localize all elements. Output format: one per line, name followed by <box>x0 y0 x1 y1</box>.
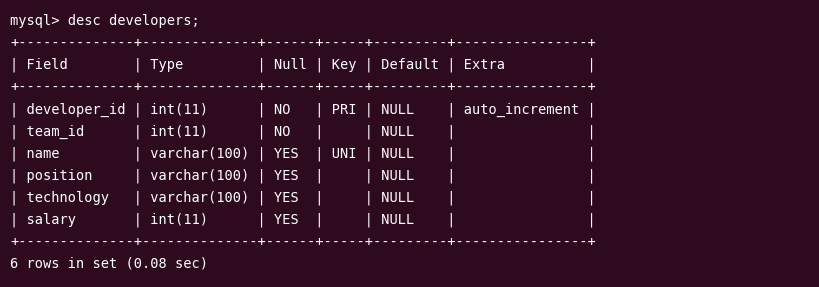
Text: +--------------+--------------+------+-----+---------+----------------+: +--------------+--------------+------+--… <box>10 80 595 94</box>
Text: | developer_id | int(11)      | NO   | PRI | NULL    | auto_increment |: | developer_id | int(11) | NO | PRI | NU… <box>10 102 595 117</box>
Text: mysql> desc developers;: mysql> desc developers; <box>10 14 200 28</box>
Text: 6 rows in set (0.08 sec): 6 rows in set (0.08 sec) <box>10 257 208 271</box>
Text: | name         | varchar(100) | YES  | UNI | NULL    |                |: | name | varchar(100) | YES | UNI | NULL… <box>10 146 595 161</box>
Text: | position     | varchar(100) | YES  |     | NULL    |                |: | position | varchar(100) | YES | | NULL… <box>10 168 595 183</box>
Text: +--------------+--------------+------+-----+---------+----------------+: +--------------+--------------+------+--… <box>10 235 595 249</box>
Text: | technology   | varchar(100) | YES  |     | NULL    |                |: | technology | varchar(100) | YES | | NU… <box>10 191 595 205</box>
Text: +--------------+--------------+------+-----+---------+----------------+: +--------------+--------------+------+--… <box>10 36 595 50</box>
Text: | team_id      | int(11)      | NO   |     | NULL    |                |: | team_id | int(11) | NO | | NULL | | <box>10 124 595 139</box>
Text: | salary       | int(11)      | YES  |     | NULL    |                |: | salary | int(11) | YES | | NULL | | <box>10 213 595 227</box>
Text: | Field        | Type         | Null | Key | Default | Extra          |: | Field | Type | Null | Key | Default | … <box>10 58 595 72</box>
